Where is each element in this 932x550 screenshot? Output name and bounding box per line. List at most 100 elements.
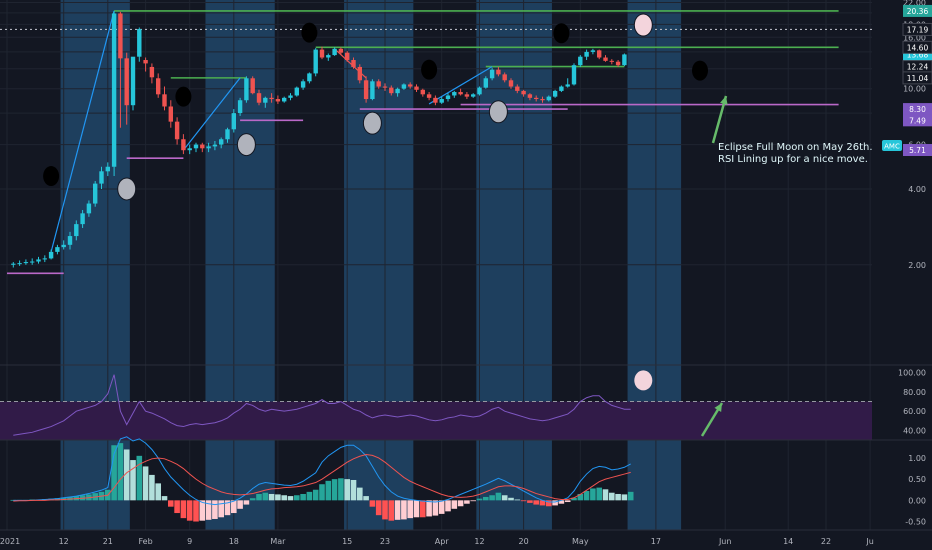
- candle-body-44: [288, 95, 293, 98]
- annotation-arrow-price-shaft: [711, 95, 728, 144]
- trend-line-0[interactable]: [50, 10, 115, 253]
- macd-histogram-bar-64: [413, 500, 420, 518]
- candle-body-79: [508, 80, 514, 87]
- symbol-tag: AMC: [882, 140, 902, 151]
- time-tick-5: 18: [229, 537, 239, 546]
- new-moon-marker-3: [421, 59, 438, 80]
- full-moon-marker-1: [236, 133, 256, 157]
- candle-body-2: [23, 262, 29, 264]
- macd-histogram-bar-33: [218, 500, 224, 518]
- candle-body-78: [502, 74, 507, 81]
- macd-histogram-bar-79: [508, 497, 514, 501]
- candle-body-65: [420, 89, 425, 95]
- macd-histogram-bar-89: [571, 497, 577, 501]
- macd-histogram-bar-94: [602, 489, 609, 501]
- candle-body-72: [464, 94, 470, 97]
- candle-body-33: [219, 139, 224, 145]
- trend-line-3[interactable]: [428, 66, 493, 105]
- macd-tick-1: 0.00: [908, 496, 926, 505]
- macd-line[interactable]: [13, 436, 631, 506]
- macd-histogram-bar-42: [275, 494, 281, 501]
- signal-line[interactable]: [13, 454, 631, 502]
- candle-body-84: [540, 99, 545, 101]
- time-tick-6: Mar: [270, 537, 286, 546]
- candle-body-77: [496, 69, 501, 75]
- time-tick-11: 20: [519, 537, 529, 546]
- macd-histogram-bar-83: [533, 500, 539, 505]
- price-badge-7: 5.71: [909, 146, 926, 155]
- candle-body-42: [275, 99, 281, 102]
- time-tick-10: 12: [474, 537, 484, 546]
- macd-histogram-bar-40: [262, 492, 269, 501]
- price-pane[interactable]: [0, 10, 872, 275]
- rsi-line[interactable]: [13, 374, 631, 436]
- annotation[interactable]: Eclipse Full Moon on May 26th. RSI Linin…: [718, 142, 873, 165]
- annotation-line-2: RSI Lining up for a nice move.: [718, 154, 868, 165]
- macd-histogram-bar-20: [136, 455, 143, 501]
- candle-body-31: [206, 146, 211, 149]
- macd-histogram-bar-38: [249, 498, 256, 501]
- candle-body-5: [42, 258, 47, 260]
- candle-body-82: [527, 94, 533, 98]
- price-badge-6: 7.49: [909, 116, 926, 125]
- macd-histogram-bar-90: [577, 493, 584, 501]
- annotation-arrow-rsi-head: [714, 403, 722, 412]
- annotation-line-1: Eclipse Full Moon on May 26th.: [718, 142, 873, 153]
- macd-histogram-bar-31: [205, 500, 212, 520]
- macd-histogram-bar-74: [476, 498, 483, 501]
- price-badge-bg-7: [903, 144, 932, 157]
- candle-body-64: [414, 86, 419, 90]
- price-badge-5: 8.30: [909, 105, 926, 114]
- candle-body-21: [143, 60, 148, 64]
- new-moon-marker-1: [175, 86, 192, 107]
- macd-histogram-bar-27: [180, 500, 187, 519]
- macd-tick-0: -0.50: [905, 518, 926, 527]
- candle-body-94: [603, 57, 608, 61]
- macd-histogram-bar-93: [596, 487, 602, 501]
- price-badge-bg-2: [902, 40, 932, 54]
- macd-histogram-bar-43: [281, 495, 287, 501]
- candle-body-0: [11, 263, 16, 265]
- macd-histogram-bar-58: [375, 500, 382, 516]
- price-badge-bg-4: [902, 71, 932, 85]
- candle-body-85: [546, 96, 551, 101]
- rsi-tick-3: 100.00: [898, 369, 926, 378]
- macd-histogram-bar-66: [426, 500, 432, 517]
- candle-body-52: [338, 48, 344, 53]
- macd-histogram-bar-26: [174, 500, 180, 514]
- time-tick-9: Apr: [435, 537, 450, 546]
- candle-body-93: [597, 50, 602, 58]
- candle-body-51: [332, 48, 337, 56]
- macd-histogram-bar-70: [451, 500, 458, 509]
- candle-body-34: [225, 129, 230, 140]
- candle-body-74: [477, 87, 482, 95]
- trend-line-1[interactable]: [182, 77, 241, 151]
- macd-histogram-bar-50: [325, 480, 332, 501]
- macd-histogram-bar-39: [256, 493, 262, 501]
- price-axis[interactable]: 2.004.006.008.0010.0012.0014.0016.0018.0…: [898, 0, 932, 527]
- candle-body-47: [307, 73, 312, 82]
- annotation-arrow-price-head: [720, 96, 728, 105]
- candle-body-13: [93, 183, 98, 204]
- price-tick-1: 4.00: [908, 185, 926, 194]
- candle-body-89: [571, 65, 577, 85]
- macd-histogram-bar-22: [149, 474, 155, 501]
- macd-histogram-bar-18: [123, 449, 130, 501]
- macd-histogram-bar-77: [495, 492, 502, 501]
- time-tick-15: 14: [783, 537, 793, 546]
- time-tick-16: 22: [821, 537, 831, 546]
- candle-body-22: [149, 66, 155, 78]
- macd-histogram-bar-71: [457, 500, 464, 507]
- time-axis[interactable]: 2021 12 21 Feb 9 18 Mar 15 23 Apr 12 20 May 17 Jun 14 22…: [0, 537, 874, 546]
- last-price-badge: 13.68: [907, 50, 929, 59]
- macd-histogram-bar-47: [306, 491, 313, 501]
- macd-pane[interactable]: [10, 436, 634, 522]
- time-tick-14: Jun: [718, 537, 732, 546]
- candle-body-53: [345, 52, 350, 61]
- macd-tick-2: 0.50: [908, 475, 926, 484]
- candle-body-68: [439, 99, 444, 103]
- macd-histogram-bar-24: [161, 496, 168, 501]
- macd-histogram-bar-37: [243, 500, 250, 505]
- candle-body-61: [395, 88, 400, 94]
